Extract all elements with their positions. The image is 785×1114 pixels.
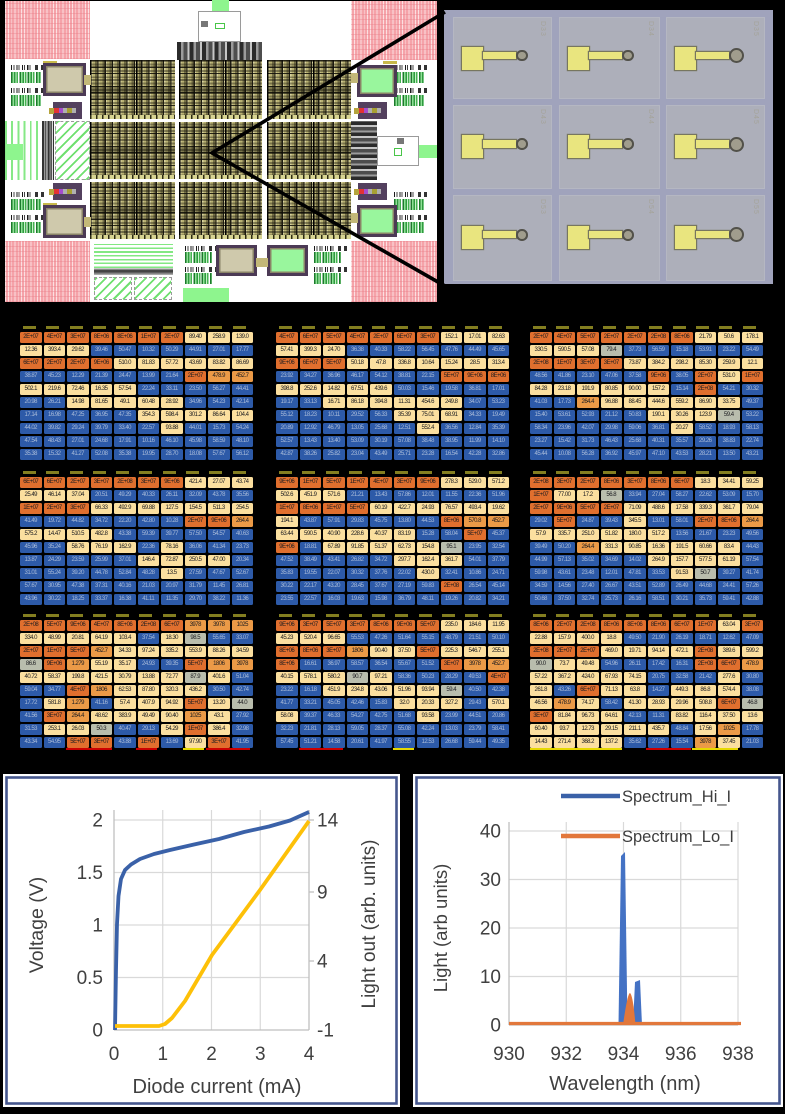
svg-text:20: 20 <box>480 919 501 940</box>
svg-text:3: 3 <box>255 1044 266 1065</box>
svg-text:0: 0 <box>92 1021 103 1042</box>
svg-text:932: 932 <box>550 1044 582 1065</box>
svg-text:0: 0 <box>109 1044 120 1065</box>
svg-text:Wavelength (nm): Wavelength (nm) <box>549 1073 701 1095</box>
svg-text:Light (arb units): Light (arb units) <box>430 864 451 993</box>
svg-text:Light out (arb. units): Light out (arb. units) <box>359 840 380 1009</box>
svg-text:4: 4 <box>317 952 328 973</box>
svg-text:0: 0 <box>490 1016 501 1037</box>
svg-text:930: 930 <box>493 1044 525 1065</box>
svg-text:Voltage (V): Voltage (V) <box>26 877 48 973</box>
svg-text:2: 2 <box>92 811 103 832</box>
svg-text:1: 1 <box>92 916 103 937</box>
svg-text:934: 934 <box>608 1044 640 1065</box>
svg-text:938: 938 <box>722 1044 754 1065</box>
svg-text:4: 4 <box>304 1044 315 1065</box>
svg-text:9: 9 <box>317 883 328 904</box>
svg-text:1.5: 1.5 <box>77 863 103 884</box>
svg-text:Diode current (mA): Diode current (mA) <box>133 1076 302 1098</box>
svg-text:2: 2 <box>206 1044 217 1065</box>
svg-text:1: 1 <box>157 1044 168 1065</box>
svg-text:936: 936 <box>665 1044 697 1065</box>
svg-text:Spectrum_Lo_I: Spectrum_Lo_I <box>622 828 734 846</box>
svg-text:Spectrum_Hi_I: Spectrum_Hi_I <box>622 788 731 806</box>
svg-text:40: 40 <box>480 822 501 843</box>
svg-text:30: 30 <box>480 870 501 891</box>
svg-text:10: 10 <box>480 967 501 988</box>
svg-text:14: 14 <box>317 811 339 832</box>
svg-text:0.5: 0.5 <box>77 968 103 989</box>
svg-text:-1: -1 <box>317 1021 334 1042</box>
